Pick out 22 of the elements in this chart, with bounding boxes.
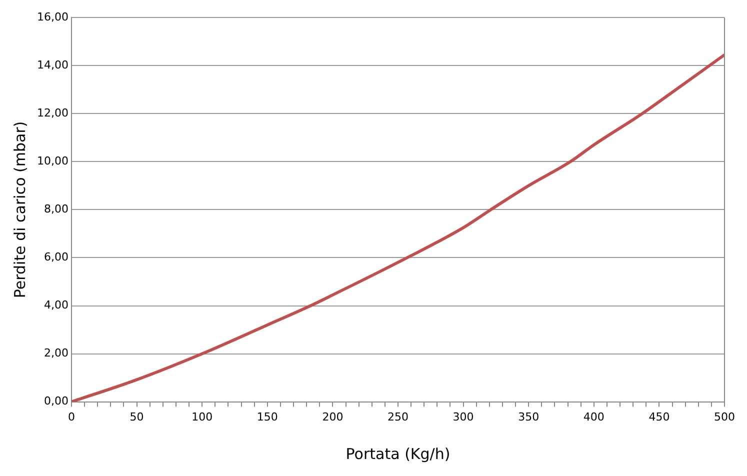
x-tick-label: 200 [322, 410, 344, 424]
y-tick-label: 0,00 [44, 394, 68, 408]
x-tick-label: 400 [583, 410, 604, 424]
x-tick-label: 350 [518, 410, 540, 424]
x-tick-label: 250 [387, 410, 408, 424]
y-axis-title: Perdite di carico (mbar) [10, 121, 29, 298]
y-tick-label: 2,00 [44, 346, 68, 360]
x-tick-label: 50 [130, 410, 144, 424]
y-tick-label: 16,00 [36, 10, 68, 24]
x-tick-label: 450 [648, 410, 670, 424]
x-tick-label: 500 [714, 410, 735, 424]
y-tick-label: 12,00 [36, 106, 68, 120]
x-tick-label: 150 [256, 410, 278, 424]
y-tick-label: 14,00 [36, 58, 68, 72]
x-tick-label: 300 [452, 410, 474, 424]
y-tick-label: 4,00 [44, 298, 68, 312]
x-tick-label: 100 [192, 410, 213, 424]
x-axis-title: Portata (Kg/h) [346, 444, 450, 463]
y-tick-label: 6,00 [44, 250, 68, 264]
y-tick-label: 10,00 [36, 154, 68, 168]
y-tick-label: 8,00 [44, 202, 68, 216]
x-tick-label: 0 [68, 410, 75, 424]
